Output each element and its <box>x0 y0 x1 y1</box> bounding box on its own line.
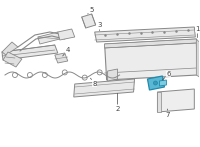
Text: 3: 3 <box>97 22 102 31</box>
Polygon shape <box>105 39 196 48</box>
Text: 1: 1 <box>195 26 200 38</box>
Text: 6: 6 <box>162 71 171 80</box>
Text: 5: 5 <box>88 7 94 14</box>
Polygon shape <box>147 76 164 90</box>
Polygon shape <box>2 42 18 55</box>
Polygon shape <box>82 14 96 28</box>
Polygon shape <box>95 27 195 42</box>
Polygon shape <box>55 53 68 63</box>
Text: 4: 4 <box>63 47 70 56</box>
Polygon shape <box>108 69 118 81</box>
Polygon shape <box>157 89 194 112</box>
Text: 7: 7 <box>165 109 170 118</box>
Polygon shape <box>159 80 166 86</box>
Polygon shape <box>196 39 199 77</box>
Text: 8: 8 <box>90 78 97 87</box>
Polygon shape <box>157 92 161 112</box>
Polygon shape <box>2 45 58 60</box>
Text: 2: 2 <box>115 93 120 112</box>
Polygon shape <box>3 52 22 67</box>
Polygon shape <box>38 32 60 44</box>
Circle shape <box>153 81 157 85</box>
Polygon shape <box>58 29 75 40</box>
Polygon shape <box>74 79 135 97</box>
Polygon shape <box>105 39 197 80</box>
